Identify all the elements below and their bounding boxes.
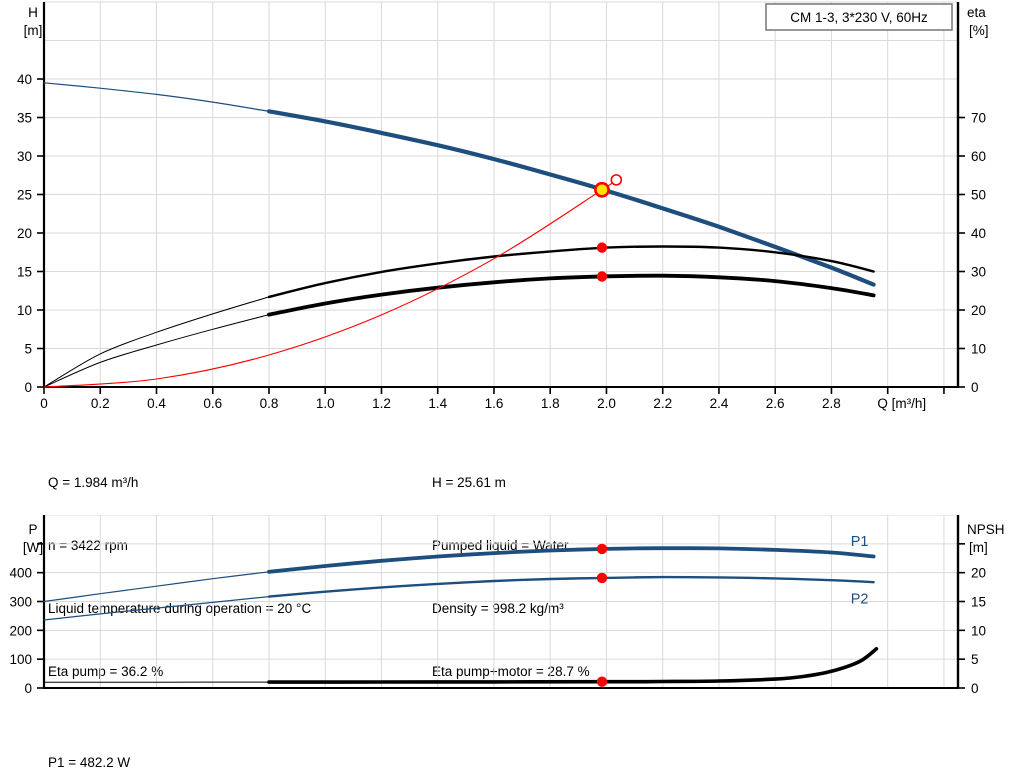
info-line-n: n = 3422 rpm [48, 538, 128, 553]
svg-text:0: 0 [24, 380, 32, 395]
svg-text:15: 15 [17, 265, 32, 280]
svg-text:100: 100 [9, 652, 32, 667]
svg-text:[m]: [m] [969, 540, 988, 555]
svg-text:20: 20 [971, 303, 986, 318]
svg-text:40: 40 [17, 72, 32, 87]
info-line-q: Q = 1.984 m³/h [48, 475, 139, 490]
svg-text:[m]: [m] [24, 23, 43, 38]
operating-point-info-left: Q = 1.984 m³/h n = 3422 rpm Liquid tempe… [48, 430, 311, 724]
svg-text:2.0: 2.0 [597, 396, 616, 411]
svg-text:5: 5 [24, 342, 32, 357]
power-npsh-info: P1 = 482.2 W P2 = 381.8 W NPSH = 1.09 m [48, 705, 142, 781]
svg-text:0.4: 0.4 [147, 396, 166, 411]
svg-text:0.8: 0.8 [260, 396, 279, 411]
svg-text:P1: P1 [851, 534, 869, 550]
svg-text:NPSH: NPSH [967, 522, 1005, 537]
svg-text:H: H [28, 5, 38, 20]
svg-text:2.4: 2.4 [710, 396, 729, 411]
info-line-density: Density = 998.2 kg/m³ [432, 601, 564, 616]
svg-text:0.2: 0.2 [91, 396, 110, 411]
svg-text:1.8: 1.8 [541, 396, 560, 411]
svg-text:0: 0 [971, 380, 979, 395]
svg-text:eta: eta [967, 5, 986, 20]
svg-text:1.0: 1.0 [316, 396, 335, 411]
info-line-eta-pump: Eta pump = 36.2 % [48, 664, 164, 679]
svg-text:20: 20 [971, 566, 986, 581]
svg-text:0: 0 [971, 681, 979, 696]
svg-text:60: 60 [971, 149, 986, 164]
svg-text:5: 5 [971, 652, 979, 667]
power-npsh-chart: 0 100 200 300 400 0 5 10 15 20 P [W] NPSH [m] P1 P2 [9, 515, 1005, 696]
svg-text:[%]: [%] [969, 23, 989, 38]
svg-text:70: 70 [971, 111, 986, 126]
svg-text:20: 20 [17, 226, 32, 241]
svg-text:P: P [28, 522, 37, 537]
svg-text:30: 30 [971, 265, 986, 280]
svg-text:2.6: 2.6 [766, 396, 785, 411]
svg-text:1.4: 1.4 [428, 396, 447, 411]
svg-text:10: 10 [17, 303, 32, 318]
svg-text:400: 400 [9, 566, 32, 581]
svg-text:P2: P2 [851, 592, 869, 608]
svg-text:200: 200 [9, 623, 32, 638]
svg-text:300: 300 [9, 595, 32, 610]
svg-text:15: 15 [971, 595, 986, 610]
svg-text:0.6: 0.6 [203, 396, 222, 411]
svg-text:2.8: 2.8 [822, 396, 841, 411]
svg-text:30: 30 [17, 149, 32, 164]
svg-text:Q [m³/h]: Q [m³/h] [877, 396, 926, 411]
svg-text:0: 0 [24, 681, 32, 696]
svg-text:40: 40 [971, 226, 986, 241]
svg-text:1.2: 1.2 [372, 396, 391, 411]
svg-text:2.2: 2.2 [653, 396, 672, 411]
svg-text:35: 35 [17, 111, 32, 126]
svg-text:1.6: 1.6 [485, 396, 504, 411]
svg-text:10: 10 [971, 342, 986, 357]
svg-text:CM 1-3, 3*230 V, 60Hz: CM 1-3, 3*230 V, 60Hz [790, 10, 928, 25]
info-line-p1: P1 = 482.2 W [48, 755, 131, 770]
info-line-eta-pump-motor: Eta pump+motor = 28.7 % [432, 664, 590, 679]
svg-text:[W]: [W] [23, 540, 43, 555]
info-line-temp: Liquid temperature during operation = 20… [48, 601, 312, 616]
svg-text:10: 10 [971, 623, 986, 638]
hq-efficiency-chart: 0 5 10 15 20 25 30 35 40 0 10 20 30 40 50 60 70 0 0.2 0.4 0.… [17, 1, 989, 411]
info-line-h: H = 25.61 m [432, 475, 506, 490]
svg-text:50: 50 [971, 188, 986, 203]
svg-text:25: 25 [17, 188, 32, 203]
svg-text:0: 0 [40, 396, 48, 411]
operating-point-info: Q = 1.984 m³/h n = 3422 rpm Liquid tempe… [0, 430, 1024, 679]
